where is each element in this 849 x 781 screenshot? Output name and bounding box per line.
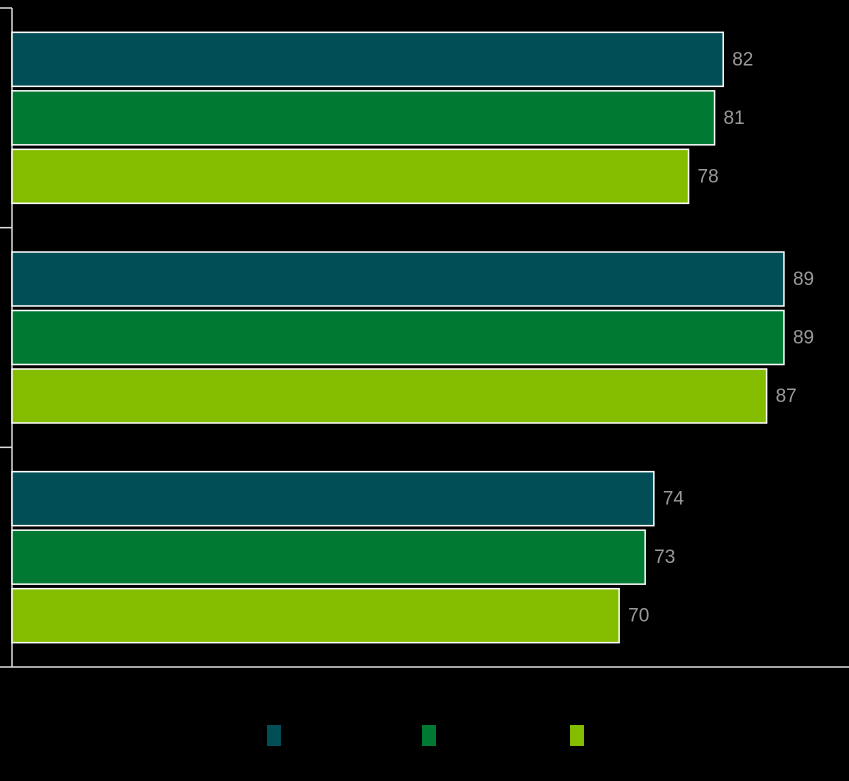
legend-swatch [267, 725, 281, 746]
value-label: 70 [628, 606, 649, 627]
bar [11, 251, 785, 307]
value-label: 81 [724, 108, 745, 129]
bar [11, 148, 690, 205]
value-label: 82 [732, 49, 753, 70]
bar [11, 529, 646, 585]
bar [11, 470, 655, 527]
value-label: 78 [698, 166, 719, 187]
bar [11, 309, 785, 366]
bar [11, 587, 620, 644]
value-label: 74 [663, 489, 685, 510]
value-label: 89 [793, 328, 814, 349]
bar [11, 90, 716, 146]
bar [11, 31, 724, 88]
value-label: 87 [776, 386, 797, 407]
legend-swatch [570, 725, 584, 746]
value-label: 73 [654, 547, 675, 568]
bar [11, 368, 768, 424]
value-label: 89 [793, 269, 814, 290]
legend-swatch [422, 725, 436, 746]
